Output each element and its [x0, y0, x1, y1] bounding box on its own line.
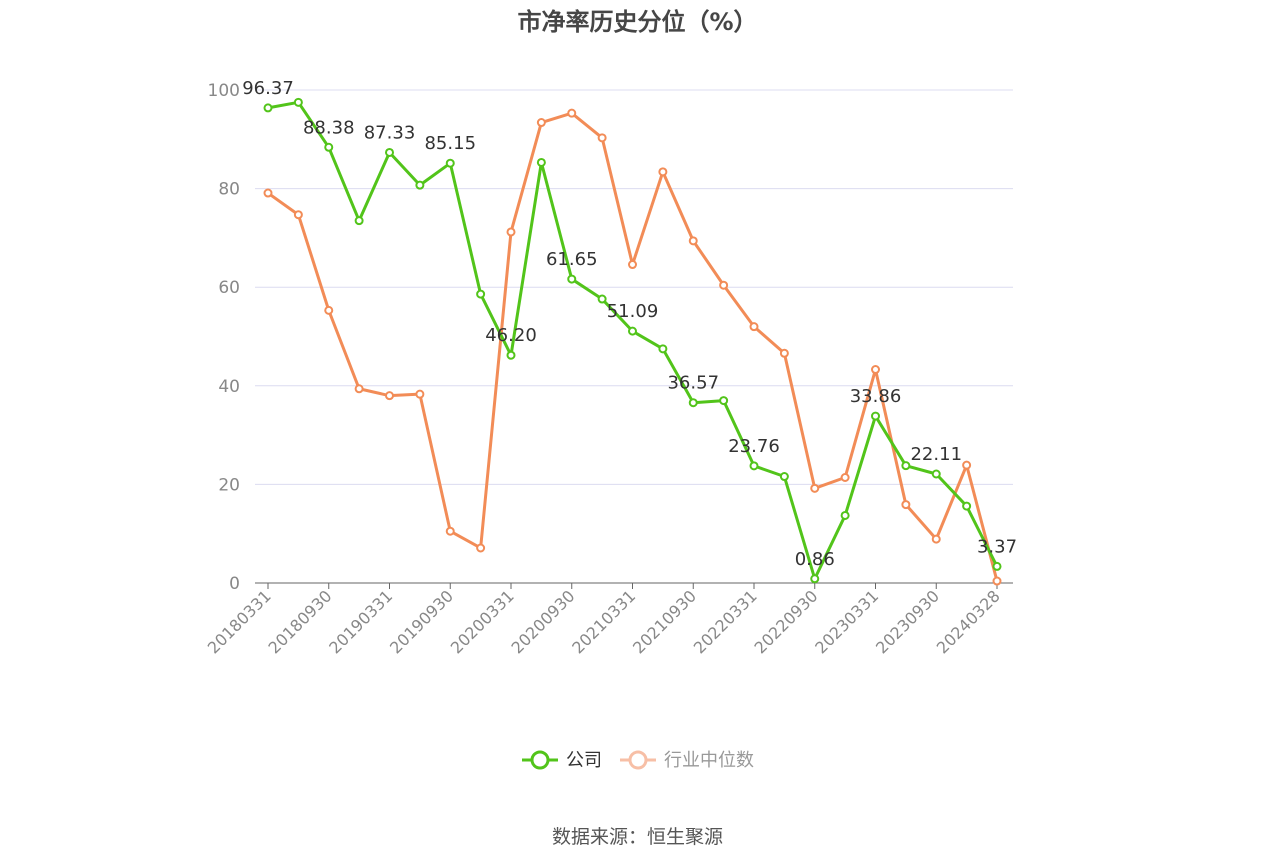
data-point: [840, 472, 850, 482]
data-point: [749, 461, 759, 471]
data-point: [901, 500, 911, 510]
data-point: [931, 534, 941, 544]
data-point: [658, 344, 668, 354]
data-point: [385, 391, 394, 401]
data-point: [415, 180, 425, 190]
data-point: [779, 472, 789, 482]
data-label: 87.33: [364, 122, 416, 143]
x-tick-label: 20200930: [508, 586, 579, 657]
data-point: [810, 574, 820, 584]
data-point: [415, 389, 425, 399]
x-tick-label: 20180331: [204, 586, 275, 657]
data-label: 51.09: [607, 301, 659, 322]
data-point: [354, 216, 364, 226]
legend-marker: [530, 750, 550, 770]
data-point: [476, 289, 486, 299]
data-point: [688, 236, 698, 246]
y-tick-label: 40: [218, 377, 240, 397]
data-point: [628, 326, 637, 336]
data-point: [385, 147, 394, 157]
source-note: 数据来源：恒生聚源: [551, 826, 723, 848]
data-point: [810, 483, 820, 493]
y-tick-label: 0: [229, 574, 240, 594]
x-tick-label: 20190331: [325, 586, 396, 657]
series-line: [267, 100, 999, 581]
x-tick-label: 20190930: [386, 586, 457, 657]
data-point: [871, 411, 880, 421]
legend: 公司 行业中位数: [522, 750, 754, 771]
data-point: [536, 118, 546, 128]
data-point: [962, 501, 972, 511]
data-label: 46.20: [485, 325, 537, 346]
data-label: 36.57: [667, 373, 719, 394]
y-tick-label: 20: [218, 475, 240, 495]
data-point: [567, 274, 577, 284]
data-point: [840, 510, 850, 520]
data-point: [354, 384, 364, 394]
data-point: [992, 576, 1002, 586]
data-point: [567, 108, 577, 118]
data-point: [931, 469, 941, 479]
legend-label: 行业中位数: [664, 750, 754, 771]
x-tick-label: 20210930: [629, 586, 700, 657]
data-label: 23.76: [728, 436, 780, 457]
x-tick-label: 20220930: [751, 586, 822, 657]
data-point: [719, 396, 729, 406]
data-point: [779, 348, 789, 358]
data-point: [962, 460, 972, 470]
data-label: 3.37: [977, 536, 1017, 557]
data-label: 85.15: [424, 133, 476, 154]
data-point: [293, 97, 303, 107]
data-label: 33.86: [850, 386, 902, 407]
y-tick-label: 100: [208, 81, 240, 101]
data-labels: 96.37 88.38 87.33 85.15 46.20 61.65 51.09 36.57…: [242, 78, 1017, 570]
data-point: [536, 157, 546, 167]
x-tick-label: 20210331: [568, 586, 639, 657]
data-point: [597, 133, 607, 143]
data-point: [506, 350, 516, 360]
legend-label: 公司: [566, 750, 602, 771]
data-point: [871, 365, 880, 375]
data-point: [901, 461, 911, 471]
grid-lines: [255, 89, 1013, 485]
data-label: 96.37: [242, 78, 294, 99]
data-point: [263, 103, 273, 113]
series-lines: [263, 97, 1002, 586]
y-tick-label: 80: [218, 180, 240, 200]
data-point: [324, 305, 334, 315]
chart-title: 市净率历史分位（%）: [517, 8, 758, 36]
data-point: [658, 167, 668, 177]
data-point: [992, 561, 1002, 571]
data-point: [476, 543, 486, 553]
data-point: [506, 227, 516, 237]
data-label: 61.65: [546, 249, 598, 270]
data-label: 0.86: [795, 549, 835, 570]
data-point: [688, 398, 698, 408]
data-point: [324, 142, 334, 152]
x-tick-label: 20220331: [690, 586, 761, 657]
legend-marker: [628, 750, 648, 770]
data-point: [445, 526, 455, 536]
data-label: 88.38: [303, 117, 355, 138]
data-point: [719, 280, 729, 290]
data-point: [445, 158, 455, 168]
x-tick-label: 20180930: [265, 586, 336, 657]
data-point: [597, 294, 607, 304]
x-tick-label: 20230331: [811, 586, 882, 657]
data-point: [263, 188, 273, 198]
data-point: [749, 322, 759, 332]
x-tick-label: 20200331: [447, 586, 518, 657]
data-label: 22.11: [910, 444, 962, 465]
x-tick-label: 20240328: [933, 586, 1004, 657]
data-point: [293, 210, 303, 220]
x-tick-label: 20230930: [872, 586, 943, 657]
data-point: [628, 260, 637, 270]
y-tick-label: 60: [218, 278, 240, 298]
